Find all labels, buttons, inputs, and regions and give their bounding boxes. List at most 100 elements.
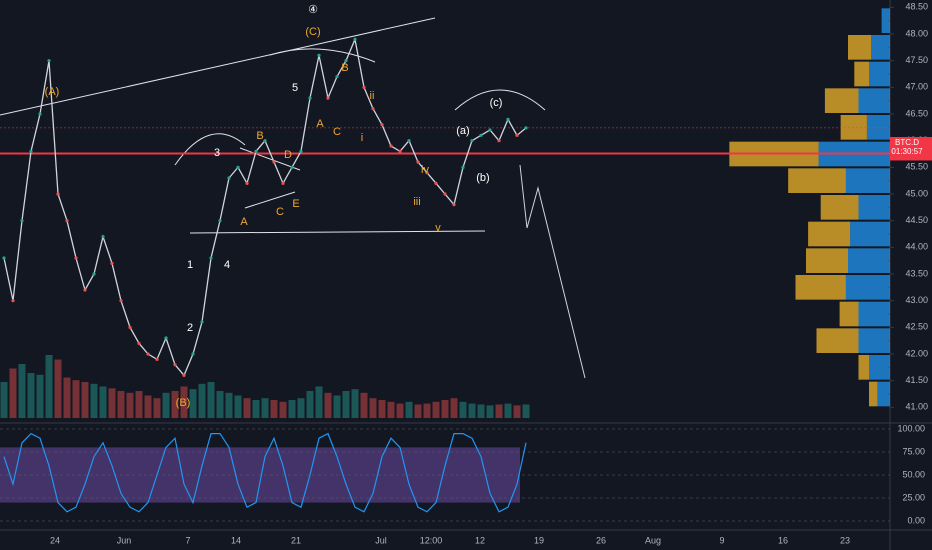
wave-label: E	[292, 198, 299, 210]
price-point	[290, 165, 294, 169]
volume-bar	[225, 392, 233, 418]
volume-bar	[171, 391, 179, 418]
x-tick-label: 12:00	[420, 535, 443, 545]
volume-bar	[441, 400, 449, 418]
volume-bar	[99, 386, 107, 418]
price-point	[515, 133, 519, 137]
y-tick-label: 42.00	[905, 348, 928, 358]
stoch-tick-label: 0.00	[907, 515, 925, 525]
wave-label: D	[284, 149, 292, 161]
price-point	[497, 139, 501, 143]
y-tick-label: 46.50	[905, 108, 928, 118]
price-point	[173, 363, 177, 367]
profile-up	[808, 221, 851, 247]
wave-label: (c)	[490, 97, 503, 109]
volume-bar	[216, 391, 224, 418]
price-point	[452, 203, 456, 207]
volume-bar	[468, 403, 476, 418]
price-point	[227, 176, 231, 180]
price-point	[479, 133, 483, 137]
volume-bar	[243, 398, 251, 418]
wave-label: C	[276, 206, 284, 218]
volume-bar	[522, 404, 530, 418]
volume-bar	[144, 395, 152, 418]
volume-bar	[189, 389, 197, 418]
x-tick-label: 26	[596, 535, 606, 545]
profile-up	[824, 88, 859, 113]
price-point	[74, 256, 78, 260]
volume-bar	[450, 398, 458, 418]
volume-bar	[261, 398, 269, 418]
wave-label: 1	[187, 259, 193, 271]
x-tick-label: 12	[475, 535, 485, 545]
volume-bar	[342, 391, 350, 418]
price-point	[326, 96, 330, 100]
wave-label: v	[435, 222, 441, 234]
y-tick-label: 42.50	[905, 322, 928, 332]
price-point	[335, 75, 339, 79]
volume-bar	[306, 391, 314, 418]
profile-down	[881, 8, 890, 34]
x-tick-label: 23	[840, 535, 850, 545]
volume-bar	[297, 398, 305, 418]
profile-up	[840, 115, 867, 140]
price-point	[434, 181, 438, 185]
price-point	[164, 336, 168, 340]
wave-label: 2	[187, 322, 193, 334]
price-point	[362, 85, 366, 89]
volume-bar	[360, 392, 368, 418]
x-tick-label: 16	[778, 535, 788, 545]
stoch-tick-label: 50.00	[902, 469, 925, 479]
y-tick-label: 47.50	[905, 55, 928, 65]
profile-down	[869, 355, 890, 380]
volume-bar	[198, 383, 206, 418]
symbol-label: BTC.D	[895, 138, 919, 147]
wave-label: 5	[292, 82, 298, 94]
profile-up	[839, 301, 859, 327]
volume-bar	[351, 389, 359, 418]
volume-bar	[504, 403, 512, 418]
x-tick-label: 19	[534, 535, 544, 545]
volume-bar	[279, 401, 287, 418]
volume-bar	[54, 359, 62, 418]
volume-bar	[162, 392, 170, 418]
wave-label: 3	[214, 147, 220, 159]
price-point	[38, 112, 42, 116]
price-point	[146, 352, 150, 356]
price-point	[470, 139, 474, 143]
wave-label: iii	[413, 196, 420, 208]
volume-bar	[432, 401, 440, 418]
volume-bar	[459, 401, 467, 418]
volume-bar	[333, 395, 341, 418]
volume-bar	[396, 403, 404, 418]
volume-bar	[369, 398, 377, 418]
volume-bar	[513, 405, 521, 418]
volume-bar	[90, 383, 98, 418]
y-tick-label: 44.50	[905, 215, 928, 225]
volume-bar	[126, 392, 134, 418]
wave-label: (b)	[476, 172, 489, 184]
stoch-tick-label: 25.00	[902, 492, 925, 502]
wave-label: A	[240, 216, 248, 228]
profile-down	[869, 61, 890, 87]
profile-down	[845, 275, 890, 300]
x-tick-label: 14	[231, 535, 241, 545]
profile-down	[871, 35, 890, 60]
price-point	[353, 37, 357, 41]
price-point	[443, 192, 447, 196]
price-point	[398, 149, 402, 153]
y-tick-label: 47.00	[905, 82, 928, 92]
price-point	[389, 144, 393, 148]
profile-up	[858, 355, 869, 380]
price-point	[83, 288, 87, 292]
wave-label: C	[333, 126, 341, 138]
profile-up	[820, 195, 859, 220]
volume-bar	[63, 377, 71, 418]
volume-bar	[45, 355, 53, 418]
y-tick-label: 48.50	[905, 2, 928, 12]
price-point	[524, 126, 528, 130]
price-point	[461, 165, 465, 169]
profile-up	[816, 328, 859, 353]
volume-bar	[387, 401, 395, 418]
